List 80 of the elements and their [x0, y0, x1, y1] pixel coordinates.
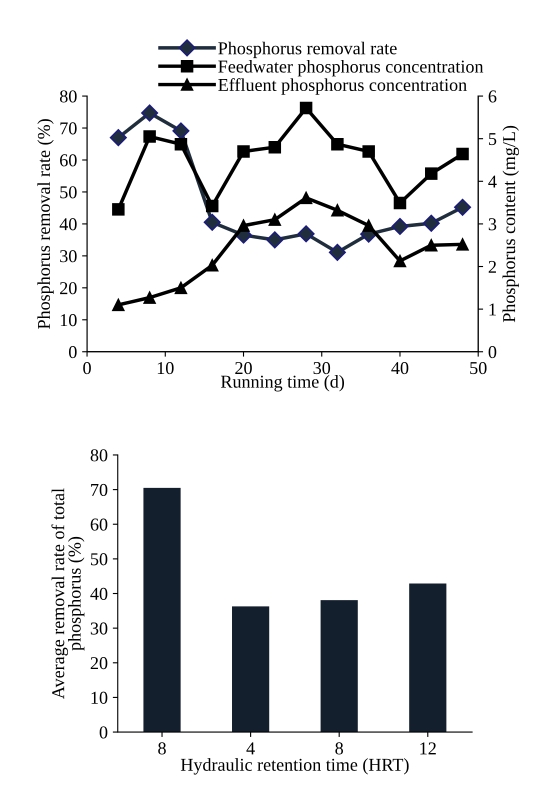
y2-tick-label: 2 — [488, 260, 496, 273]
point — [391, 218, 409, 236]
point — [143, 130, 156, 143]
point — [174, 282, 188, 294]
y-tick-label: 70 — [60, 122, 77, 134]
point — [266, 231, 284, 248]
point — [141, 104, 158, 122]
y-tick-label: 0 — [68, 346, 77, 358]
point — [174, 138, 188, 150]
y-tick-label: 10 — [92, 692, 108, 704]
y-axis-title: Phosphorus removal rate (%) — [37, 119, 54, 329]
point — [237, 145, 250, 158]
x-tick-label: 20 — [235, 362, 252, 374]
point — [300, 102, 312, 114]
bar — [143, 488, 181, 732]
y-tick-label: 60 — [60, 154, 77, 166]
x-tick-label: 4 — [246, 742, 255, 754]
legend-label: Phosphorus removal rate — [218, 42, 397, 58]
y2-tick-label: 6 — [488, 90, 496, 103]
point — [298, 225, 315, 242]
point — [206, 258, 218, 272]
legend-label: Effluent phosphorus concentration — [218, 78, 467, 95]
x-axis-title: Running time (d) — [220, 375, 344, 392]
y-tick-label: 40 — [60, 218, 77, 230]
point — [394, 196, 406, 210]
y2-tick-label: 3 — [488, 218, 496, 230]
y-tick-label: 50 — [91, 553, 108, 566]
point — [394, 254, 406, 268]
y-tick-label: 50 — [60, 186, 77, 198]
point — [300, 192, 312, 204]
point — [422, 214, 440, 232]
legend-label: Feedwater phosphorus concentration — [218, 60, 484, 76]
point — [172, 122, 190, 140]
x-tick-label: 40 — [391, 362, 408, 374]
y-tick-label: 80 — [60, 90, 77, 103]
point — [456, 148, 469, 160]
bar — [409, 583, 446, 732]
point — [268, 213, 282, 226]
y-tick-label: 70 — [91, 484, 108, 496]
point — [237, 219, 250, 232]
y-tick-label: 30 — [90, 622, 108, 635]
point — [454, 198, 472, 216]
y-tick-label: 80 — [90, 449, 108, 462]
y-tick-label: 60 — [90, 518, 108, 531]
bar — [320, 600, 358, 732]
x-tick-label: 10 — [158, 362, 174, 374]
point — [331, 204, 344, 217]
point — [331, 138, 344, 150]
point — [268, 140, 282, 154]
x-tick-label: 8 — [335, 742, 344, 754]
x-axis-title: Hydraulic retention time (HRT) — [180, 758, 409, 775]
y-tick-label: 40 — [90, 588, 108, 600]
x-tick-label: 8 — [158, 742, 166, 754]
y-tick-label: 30 — [60, 250, 77, 262]
point — [204, 214, 221, 231]
point — [110, 129, 127, 146]
y2-axis-title: Phosphorus content (mg/L) — [502, 126, 519, 322]
point — [328, 244, 346, 261]
y-tick-label: 10 — [60, 314, 77, 326]
y-tick-label: 0 — [100, 726, 108, 739]
bar — [232, 606, 270, 732]
point — [143, 291, 156, 304]
y-tick-label: 20 — [90, 657, 108, 670]
y-tick-label: 20 — [60, 282, 77, 294]
y2-tick-label: 1 — [490, 303, 496, 316]
point — [425, 238, 438, 252]
point — [206, 200, 218, 212]
x-tick-label: 30 — [314, 362, 330, 374]
point — [362, 145, 375, 158]
y2-tick-label: 5 — [488, 133, 496, 146]
y2-tick-label: 0 — [488, 346, 496, 358]
point — [456, 238, 469, 251]
point — [425, 167, 438, 180]
y-axis-title: Average removal rate of total phosphorus (%) — [51, 488, 84, 699]
point — [112, 298, 125, 312]
x-tick-label: 12 — [420, 742, 436, 754]
x-tick-label: 50 — [470, 362, 487, 374]
point — [112, 203, 125, 216]
y2-tick-label: 4 — [488, 176, 497, 188]
point — [362, 219, 375, 232]
